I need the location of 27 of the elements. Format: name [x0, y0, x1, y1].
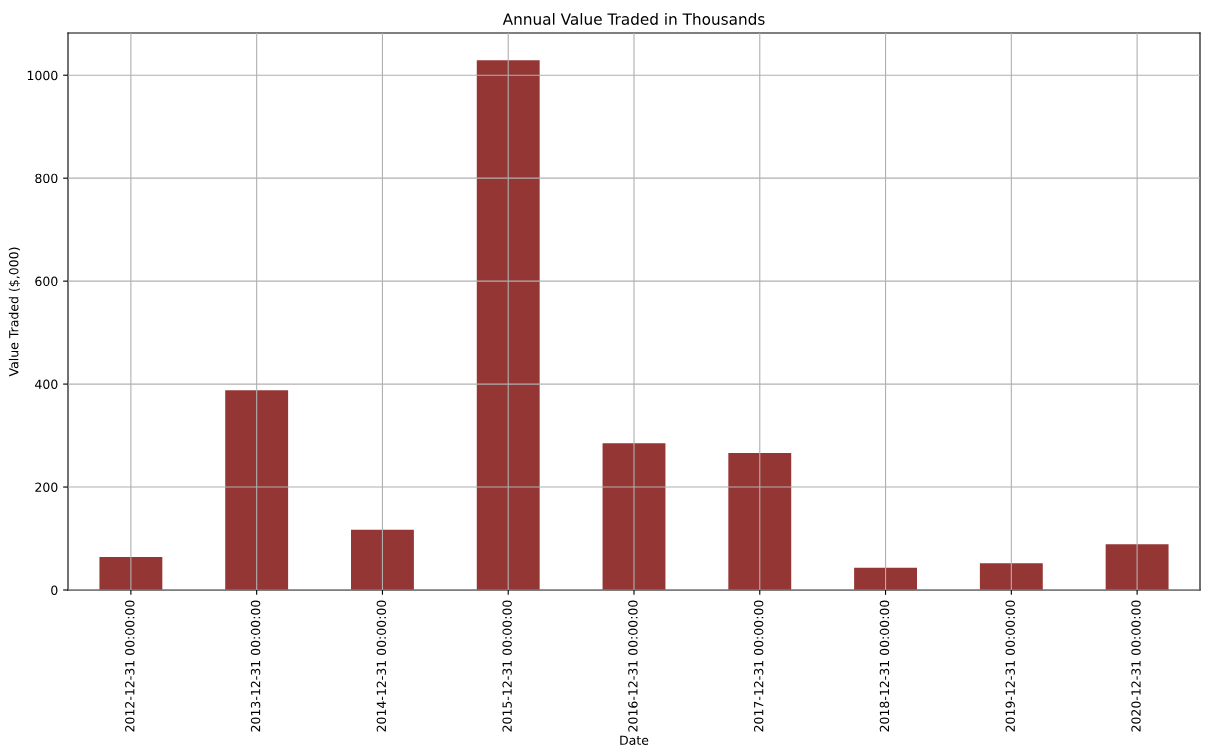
chart-title: Annual Value Traded in Thousands	[502, 13, 765, 25]
y-tick-label: 600	[35, 276, 58, 287]
bar	[351, 529, 414, 590]
x-tick-label: 2019-12-31 00:00:00	[1005, 600, 1015, 732]
bar	[225, 390, 289, 590]
x-tick-label: 2012-12-31 00:00:00	[125, 600, 135, 732]
x-tick-label: 2018-12-31 00:00:00	[879, 600, 890, 732]
bar	[602, 443, 666, 590]
y-tick-label: 1000	[27, 70, 58, 81]
bar	[854, 567, 917, 590]
bar	[728, 453, 792, 590]
x-tick-label: 2016-12-31 00:00:00	[628, 600, 638, 732]
x-tick-label: 2013-12-31 00:00:00	[250, 600, 261, 732]
x-tick-label: 2015-12-31 00:00:00	[502, 600, 512, 732]
x-tick-label: 2014-12-31 00:00:00	[376, 600, 387, 732]
bar	[1105, 544, 1169, 590]
x-tick-label: 2020-12-31 00:00:00	[1131, 600, 1141, 732]
y-tick-label: 400	[35, 379, 58, 390]
y-tick-label: 0	[51, 585, 58, 595]
x-axis-title: Date	[620, 735, 649, 745]
bar	[99, 557, 163, 590]
y-tick-label: 200	[35, 482, 58, 492]
bar	[476, 60, 540, 590]
y-axis-title: Value Traded ($,000)	[8, 247, 21, 377]
bar	[979, 563, 1043, 590]
y-tick-label: 800	[35, 173, 58, 184]
x-tick-label: 2017-12-31 00:00:00	[753, 600, 764, 732]
